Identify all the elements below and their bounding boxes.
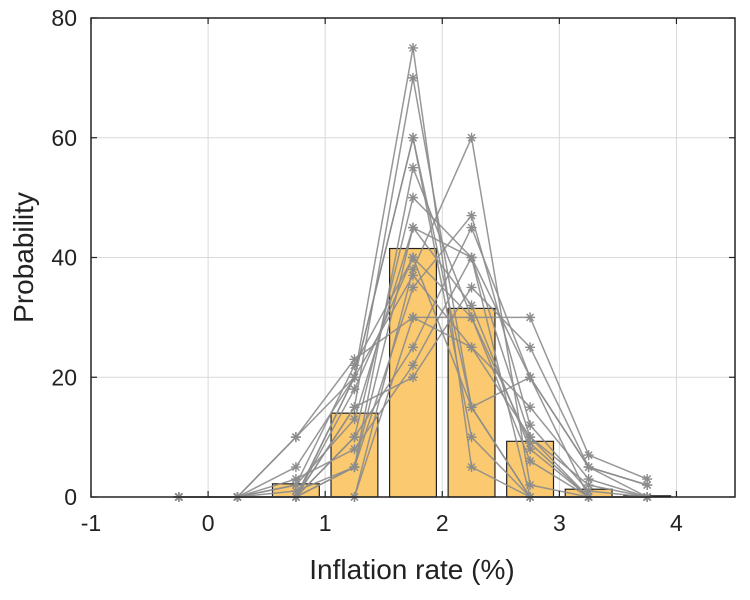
y-axis-label: Probability [8, 192, 39, 323]
series-point [408, 132, 418, 143]
series-point [408, 42, 418, 53]
series-point [525, 402, 536, 413]
series-point [466, 282, 477, 293]
series-point [525, 420, 536, 431]
series-point [408, 372, 418, 383]
x-tick-label: -1 [81, 510, 101, 536]
series-point [466, 462, 477, 473]
series-point [525, 456, 536, 467]
series-point [525, 438, 536, 449]
series-point [349, 360, 360, 371]
series-point [349, 432, 360, 443]
forecast-series [173, 252, 653, 502]
series-point [408, 72, 418, 83]
x-tick-label: 4 [670, 510, 683, 536]
series-point [525, 444, 536, 455]
series-point [408, 282, 418, 293]
series-point [466, 210, 477, 221]
series-point [466, 300, 477, 311]
series-point [349, 444, 360, 455]
series-point [466, 312, 477, 323]
series-point [290, 462, 301, 473]
series-point [408, 312, 418, 323]
series-point [290, 486, 301, 497]
x-axis-label: Inflation rate (%) [309, 554, 514, 585]
series-point [642, 474, 653, 485]
series-point [408, 264, 418, 275]
series-point [349, 372, 360, 383]
series-point [466, 432, 477, 443]
y-tick-label: 80 [51, 5, 77, 31]
series-point [290, 432, 301, 443]
y-tick-label: 40 [51, 245, 77, 271]
series-point [583, 462, 594, 473]
series-point [583, 486, 594, 497]
series-point [349, 384, 360, 395]
series-point [583, 480, 594, 491]
series-point [290, 474, 301, 485]
series-point [408, 222, 418, 233]
x-tick-label: 1 [319, 510, 332, 536]
series-point [349, 402, 360, 413]
series-point [349, 462, 360, 473]
series-point [525, 432, 536, 443]
x-tick-label: 3 [553, 510, 566, 536]
series-point [525, 480, 536, 491]
series-point [466, 342, 477, 353]
series-point [583, 474, 594, 485]
series-point [466, 402, 477, 413]
series-point [408, 162, 418, 173]
series-point [642, 480, 653, 491]
series-point [408, 360, 418, 371]
series-point [525, 372, 536, 383]
x-tick-label: 2 [436, 510, 449, 536]
series-point [466, 222, 477, 233]
series-point [349, 414, 360, 425]
series-point [290, 480, 301, 491]
series-point [466, 132, 477, 143]
series-point [408, 342, 418, 353]
series-point [408, 270, 418, 281]
series-point [408, 192, 418, 203]
series-point [408, 252, 418, 263]
y-tick-label: 20 [51, 364, 77, 390]
series-point [525, 312, 536, 323]
series-point [349, 354, 360, 365]
y-tick-label: 60 [51, 125, 77, 151]
series-point [466, 252, 477, 263]
series-point [583, 450, 594, 461]
y-tick-label: 0 [64, 484, 77, 510]
x-tick-label: 0 [202, 510, 215, 536]
series-point [525, 342, 536, 353]
